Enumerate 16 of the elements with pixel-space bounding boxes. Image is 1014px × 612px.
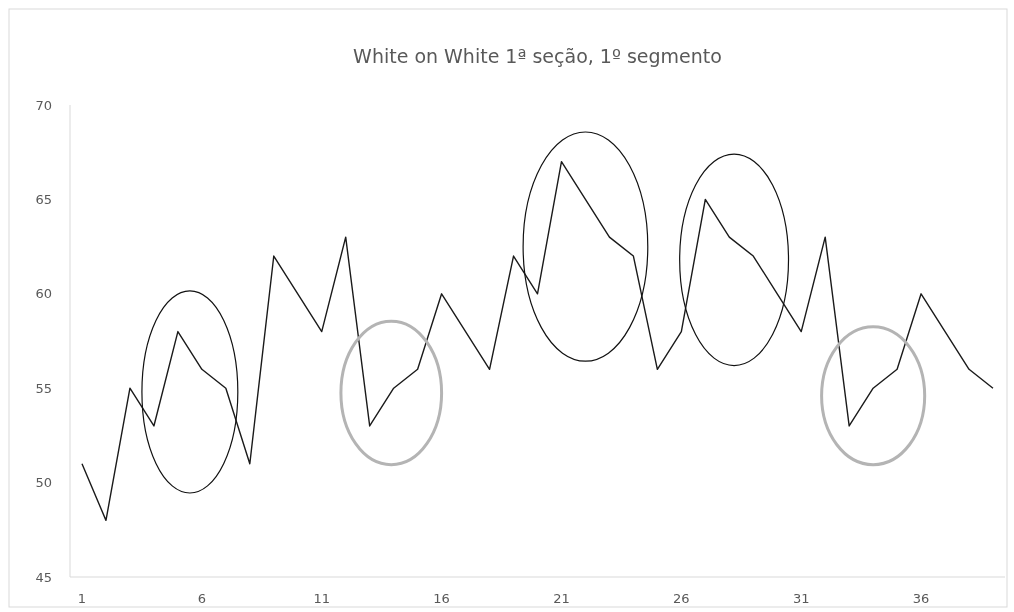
- x-tick-label: 11: [313, 591, 330, 606]
- x-tick-label: 26: [673, 591, 690, 606]
- y-tick-label: 65: [35, 191, 52, 207]
- x-tick-label: 36: [912, 591, 930, 606]
- x-tick-label: 16: [433, 591, 450, 606]
- x-tick-label: 31: [792, 591, 810, 606]
- x-tick-label: 6: [197, 591, 206, 606]
- y-tick-label: 55: [35, 380, 52, 396]
- y-tick-label: 50: [35, 475, 52, 491]
- line-series: [81, 160, 994, 522]
- x-tick-label: 1: [77, 591, 87, 606]
- y-tick-label: 70: [35, 97, 52, 113]
- y-tick-label: 60: [35, 286, 52, 302]
- y-tick-label: 45: [35, 569, 52, 585]
- chart-title: White on White 1ª seção, 1º segmento: [353, 45, 722, 67]
- x-tick-label: 21: [553, 591, 570, 606]
